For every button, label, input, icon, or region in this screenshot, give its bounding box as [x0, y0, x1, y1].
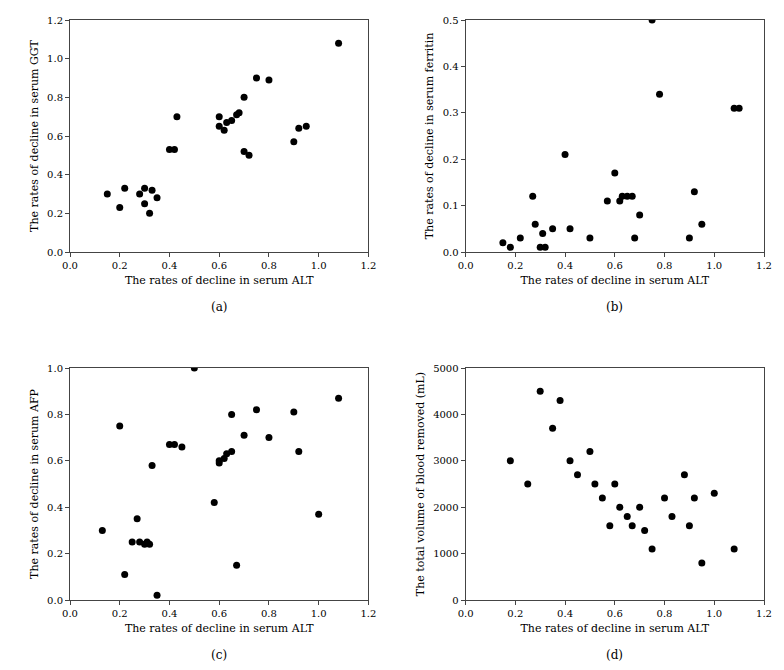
- svg-text:The rates of decline in serum: The rates of decline in serum ALT: [125, 274, 314, 287]
- svg-text:1.0: 1.0: [47, 53, 63, 64]
- svg-text:1.0: 1.0: [47, 363, 63, 374]
- svg-text:0.6: 0.6: [211, 260, 227, 271]
- svg-text:0.0: 0.0: [62, 260, 78, 271]
- svg-text:0.2: 0.2: [47, 208, 63, 219]
- svg-text:0.0: 0.0: [47, 247, 63, 258]
- svg-text:0.4: 0.4: [162, 260, 178, 271]
- svg-text:(a): (a): [211, 300, 228, 314]
- svg-text:(c): (c): [211, 648, 227, 662]
- svg-text:0.4: 0.4: [47, 502, 63, 513]
- svg-text:0.6: 0.6: [607, 608, 623, 619]
- svg-text:4000: 4000: [433, 409, 458, 420]
- svg-text:(d): (d): [606, 648, 623, 662]
- svg-text:The rates of decline in serum: The rates of decline in serum ALT: [521, 622, 710, 635]
- svg-text:0.0: 0.0: [458, 608, 474, 619]
- svg-text:0.6: 0.6: [211, 608, 227, 619]
- svg-text:1.0: 1.0: [311, 608, 327, 619]
- svg-text:2000: 2000: [433, 502, 458, 513]
- svg-text:1.2: 1.2: [360, 608, 376, 619]
- svg-text:0.0: 0.0: [458, 260, 474, 271]
- svg-text:0.5: 0.5: [443, 15, 459, 26]
- svg-text:3000: 3000: [433, 455, 458, 466]
- svg-text:The rates of decline in serum: The rates of decline in serum AFP: [28, 388, 41, 578]
- svg-text:The total volume of blood remo: The total volume of blood removed (mL): [414, 372, 427, 596]
- svg-text:0.2: 0.2: [47, 548, 63, 559]
- svg-text:1.2: 1.2: [360, 260, 376, 271]
- svg-text:The rates of decline in serum: The rates of decline in serum GGT: [28, 39, 41, 231]
- svg-text:The rates of decline in serum: The rates of decline in serum ferritin: [423, 33, 436, 240]
- svg-text:0.3: 0.3: [443, 107, 459, 118]
- svg-text:5000: 5000: [433, 363, 458, 374]
- svg-text:The rates of decline in serum: The rates of decline in serum ALT: [521, 274, 710, 287]
- svg-text:0: 0: [452, 595, 458, 606]
- svg-text:1.2: 1.2: [47, 15, 63, 26]
- svg-text:0.4: 0.4: [47, 169, 63, 180]
- svg-text:0.4: 0.4: [162, 608, 178, 619]
- svg-text:0.2: 0.2: [112, 260, 128, 271]
- svg-text:1.0: 1.0: [706, 260, 722, 271]
- svg-text:0.2: 0.2: [112, 608, 128, 619]
- svg-text:0.8: 0.8: [657, 260, 673, 271]
- svg-text:0.8: 0.8: [261, 608, 277, 619]
- svg-text:0.6: 0.6: [47, 455, 63, 466]
- svg-text:0.8: 0.8: [657, 608, 673, 619]
- svg-text:0.8: 0.8: [47, 92, 63, 103]
- svg-text:0.4: 0.4: [557, 260, 573, 271]
- svg-text:1.2: 1.2: [756, 608, 772, 619]
- svg-text:0.2: 0.2: [507, 608, 523, 619]
- svg-text:0.6: 0.6: [607, 260, 623, 271]
- svg-text:0.0: 0.0: [62, 608, 78, 619]
- svg-text:1000: 1000: [433, 548, 458, 559]
- svg-text:0.0: 0.0: [47, 595, 63, 606]
- svg-text:0.4: 0.4: [557, 608, 573, 619]
- svg-text:0.1: 0.1: [443, 200, 459, 211]
- svg-text:(b): (b): [606, 300, 623, 314]
- svg-text:0.8: 0.8: [47, 409, 63, 420]
- svg-text:0.2: 0.2: [443, 154, 459, 165]
- svg-text:0.0: 0.0: [443, 247, 459, 258]
- svg-text:0.8: 0.8: [261, 260, 277, 271]
- svg-text:0.6: 0.6: [47, 131, 63, 142]
- svg-text:0.2: 0.2: [507, 260, 523, 271]
- svg-text:1.2: 1.2: [756, 260, 772, 271]
- svg-text:1.0: 1.0: [706, 608, 722, 619]
- svg-text:1.0: 1.0: [311, 260, 327, 271]
- svg-text:0.4: 0.4: [443, 61, 459, 72]
- svg-text:The rates of decline in serum: The rates of decline in serum ALT: [125, 622, 314, 635]
